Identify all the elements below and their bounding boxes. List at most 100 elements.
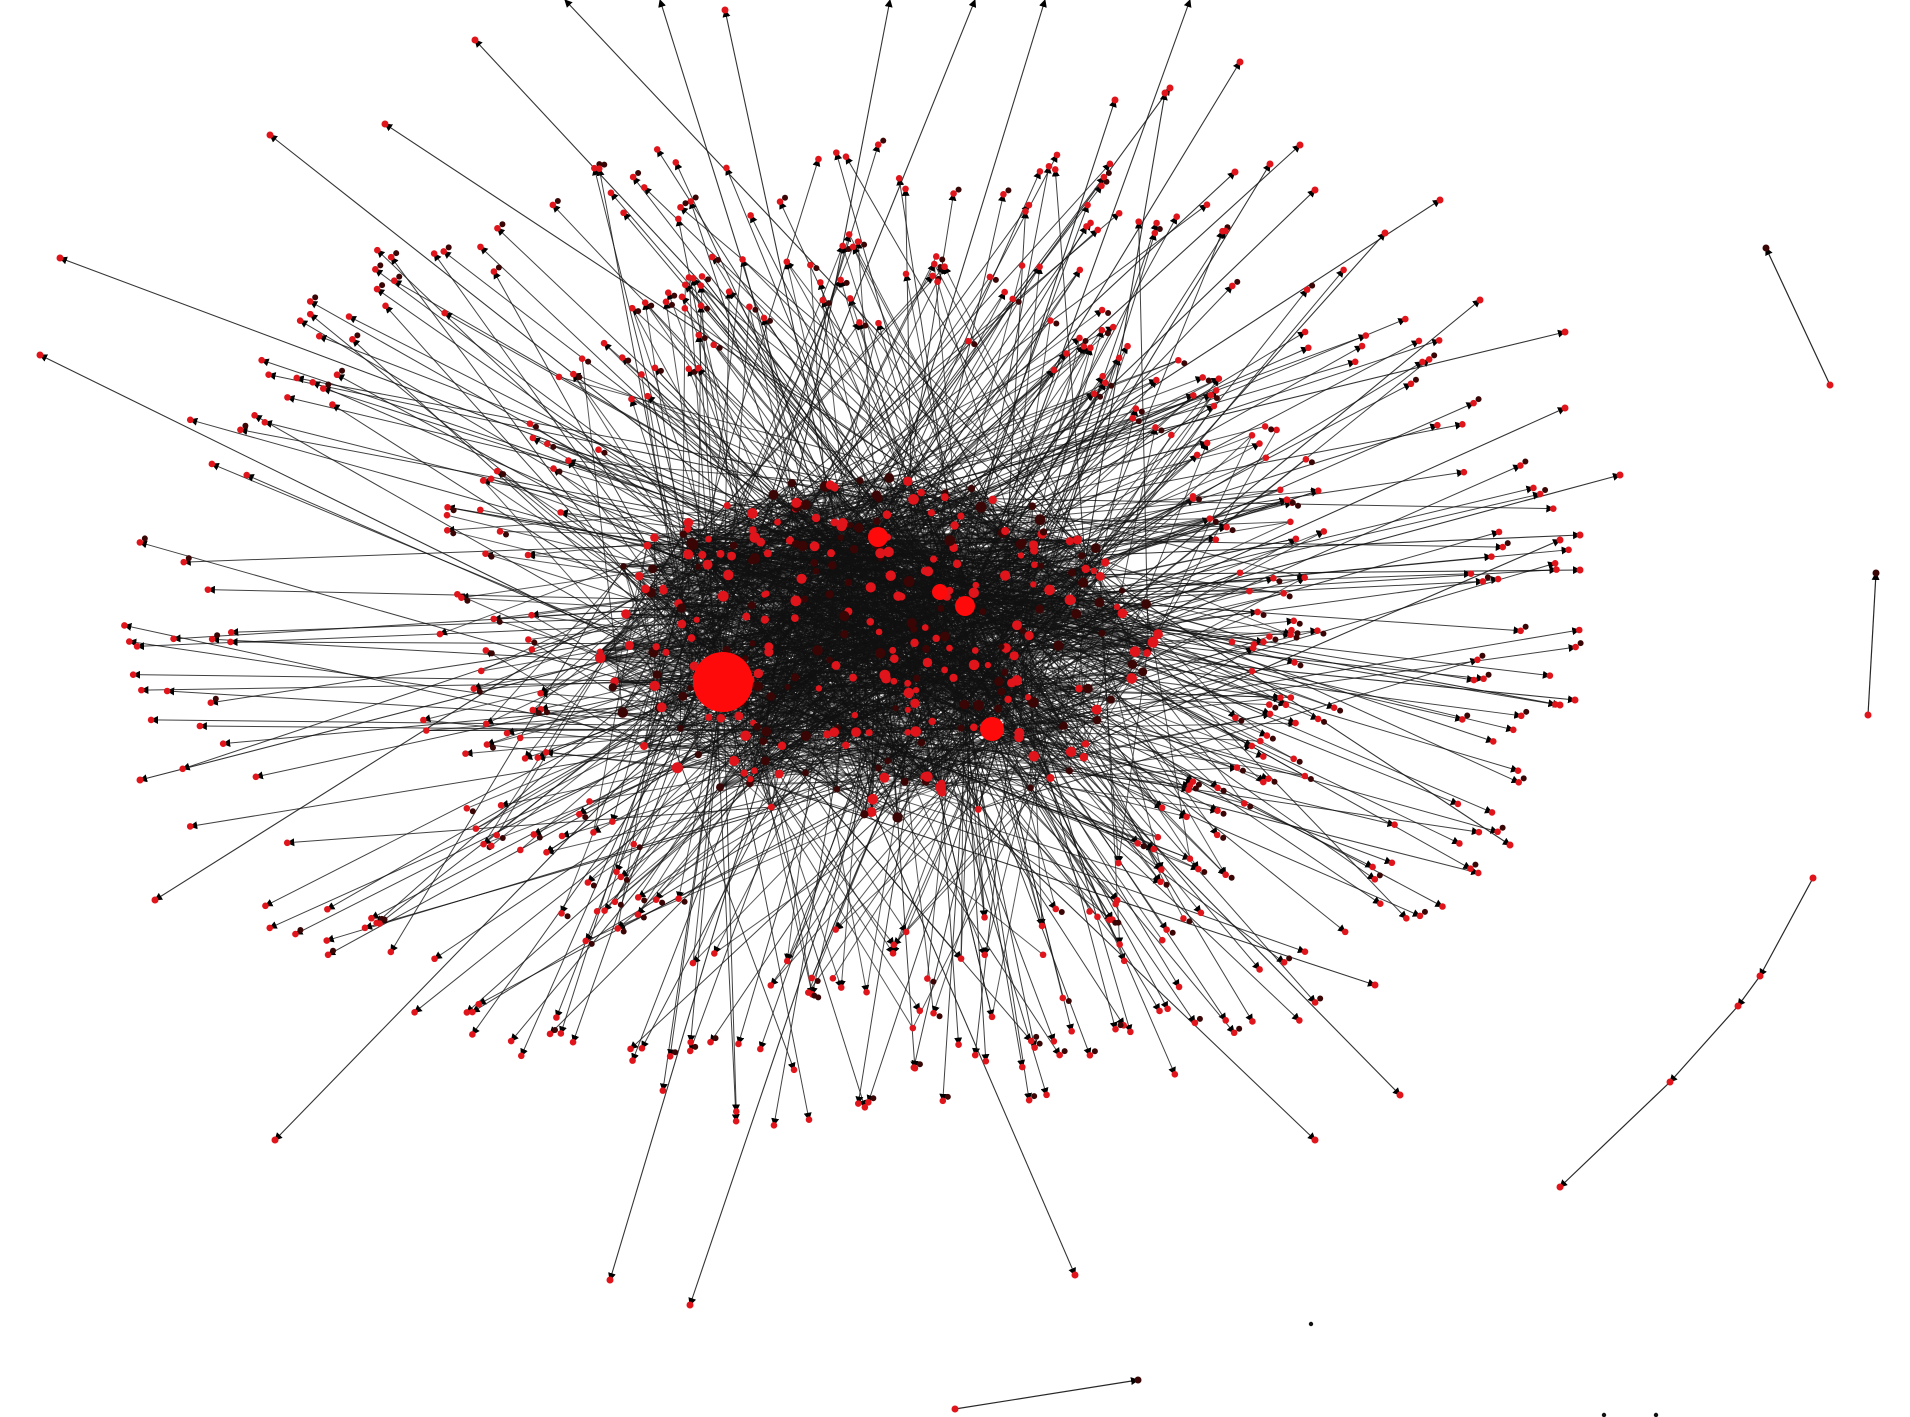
node bbox=[904, 706, 911, 713]
node bbox=[837, 534, 845, 541]
edge bbox=[964, 605, 1459, 806]
node bbox=[1067, 568, 1077, 577]
node bbox=[981, 951, 989, 959]
node bbox=[825, 590, 834, 599]
edge bbox=[863, 232, 1386, 815]
hub-layer bbox=[693, 527, 1004, 741]
node bbox=[1071, 608, 1082, 619]
node bbox=[482, 647, 490, 654]
node bbox=[790, 673, 800, 682]
node bbox=[643, 541, 652, 550]
node bbox=[1141, 599, 1152, 610]
node bbox=[1234, 278, 1241, 285]
node bbox=[377, 262, 384, 269]
edge bbox=[532, 568, 1086, 836]
node bbox=[1475, 828, 1483, 836]
edge bbox=[1147, 649, 1408, 920]
node bbox=[564, 913, 571, 920]
node bbox=[1053, 151, 1061, 159]
edge bbox=[564, 0, 1076, 541]
node bbox=[704, 305, 711, 312]
edge bbox=[852, 246, 1062, 728]
node bbox=[196, 722, 204, 730]
node bbox=[262, 902, 269, 910]
node bbox=[1207, 391, 1215, 399]
node bbox=[664, 289, 672, 296]
node bbox=[1194, 865, 1202, 873]
node bbox=[496, 528, 504, 535]
node bbox=[297, 927, 304, 934]
node bbox=[825, 480, 836, 490]
node bbox=[1260, 753, 1267, 760]
node bbox=[826, 656, 833, 664]
node bbox=[635, 308, 642, 315]
edge bbox=[1134, 220, 1149, 651]
edge bbox=[1033, 163, 1271, 551]
edge bbox=[731, 555, 1061, 1056]
node bbox=[634, 894, 642, 901]
node bbox=[747, 556, 756, 565]
node bbox=[1036, 168, 1044, 175]
edge bbox=[656, 674, 1281, 699]
edge bbox=[939, 591, 1227, 876]
node bbox=[1191, 1019, 1199, 1027]
node bbox=[1083, 683, 1093, 694]
node bbox=[1286, 955, 1293, 962]
node bbox=[324, 905, 331, 913]
node bbox=[811, 513, 821, 523]
node bbox=[1248, 431, 1256, 439]
node bbox=[969, 723, 978, 732]
node bbox=[791, 497, 802, 508]
isolated-chain bbox=[1556, 874, 1817, 1191]
node bbox=[1403, 915, 1410, 922]
node bbox=[1058, 908, 1065, 915]
node bbox=[854, 238, 862, 245]
node bbox=[1046, 773, 1055, 782]
node bbox=[1515, 779, 1523, 786]
edge bbox=[754, 557, 1374, 868]
node bbox=[1180, 915, 1187, 922]
edge bbox=[693, 204, 1030, 667]
node bbox=[1247, 803, 1254, 810]
node bbox=[1053, 640, 1064, 651]
node bbox=[1520, 775, 1527, 782]
node bbox=[376, 920, 383, 927]
edge bbox=[549, 636, 946, 1035]
edge bbox=[622, 211, 925, 572]
node bbox=[1266, 710, 1274, 718]
edge bbox=[1069, 770, 1480, 836]
edge bbox=[786, 605, 966, 962]
node bbox=[1164, 1005, 1171, 1013]
node bbox=[1308, 459, 1315, 466]
node bbox=[549, 201, 557, 209]
node bbox=[1203, 439, 1211, 447]
edge bbox=[496, 227, 1070, 772]
node bbox=[939, 256, 946, 263]
node bbox=[532, 423, 539, 430]
edge bbox=[964, 165, 1052, 607]
node bbox=[766, 692, 776, 701]
node bbox=[856, 319, 863, 326]
node bbox=[1112, 1025, 1119, 1033]
node bbox=[208, 460, 216, 468]
node bbox=[1053, 320, 1060, 327]
node bbox=[1012, 620, 1022, 631]
node bbox=[490, 268, 498, 275]
node bbox=[324, 951, 332, 959]
node bbox=[651, 364, 659, 372]
node bbox=[557, 1030, 565, 1037]
node bbox=[470, 685, 478, 693]
node bbox=[1118, 587, 1125, 594]
node bbox=[656, 702, 667, 713]
node bbox=[777, 741, 787, 751]
edge bbox=[880, 469, 1465, 559]
node bbox=[1117, 1022, 1124, 1029]
node bbox=[1115, 209, 1123, 217]
node bbox=[1143, 649, 1152, 658]
node bbox=[1199, 374, 1207, 381]
node bbox=[1095, 571, 1105, 581]
node bbox=[1076, 334, 1083, 342]
edge bbox=[1033, 550, 1227, 876]
node bbox=[330, 947, 337, 954]
node bbox=[685, 365, 693, 373]
